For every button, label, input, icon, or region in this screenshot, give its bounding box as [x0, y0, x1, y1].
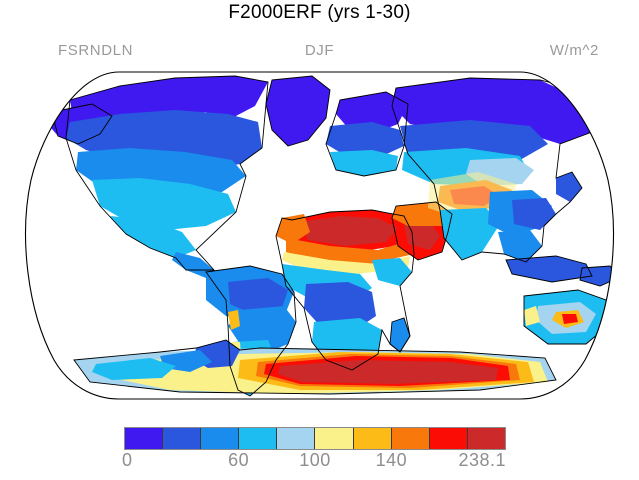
- region-central-america: [172, 252, 214, 278]
- region-southeast-asia: [498, 230, 542, 262]
- colorbar-swatch-9: [467, 428, 505, 449]
- colorbar-swatch-4: [277, 428, 316, 449]
- region-indonesia: [506, 256, 592, 282]
- colorbar-swatch-0: [125, 428, 164, 449]
- colorbar-swatch-7: [391, 428, 430, 449]
- region-japan: [556, 172, 582, 202]
- region-sahara-core: [300, 216, 398, 246]
- region-europe-west: [326, 122, 404, 158]
- region-sahel: [286, 238, 414, 264]
- region-scandinavia: [336, 92, 408, 134]
- region-antarctica-core: [278, 360, 498, 384]
- colorbar-tick-4: 238.1: [458, 450, 506, 470]
- world-map: [25, 71, 614, 400]
- map-data-layer: [46, 75, 614, 397]
- colorbar-bands: [124, 427, 506, 450]
- region-amazon: [228, 278, 288, 314]
- region-australia-desert-core: [562, 314, 578, 324]
- region-india: [440, 208, 500, 260]
- region-andes-altiplano: [228, 310, 240, 330]
- colorbar-swatch-2: [201, 428, 240, 449]
- region-europe-south: [330, 150, 398, 176]
- colorbar-tick-2: 100: [299, 450, 331, 470]
- units-label: W/m^2: [549, 42, 599, 59]
- region-weddell-ice: [92, 358, 176, 380]
- colorbar-swatch-8: [429, 428, 468, 449]
- colorbar-tick-1: 60: [228, 450, 250, 470]
- region-china-east: [512, 198, 556, 230]
- colorbar-swatch-5: [315, 428, 354, 449]
- region-horn-of-africa: [372, 258, 412, 286]
- colorbar-swatch-6: [353, 428, 392, 449]
- region-australia-west-edge: [524, 306, 540, 326]
- region-us-south: [92, 178, 236, 230]
- region-new-zealand: [612, 318, 614, 342]
- season-label: DJF: [304, 42, 335, 59]
- colorbar-tick-3: 140: [375, 450, 408, 470]
- colorbar-swatch-1: [163, 428, 202, 449]
- region-northwest-africa: [276, 214, 310, 244]
- map-plot-area: [0, 60, 639, 405]
- page-title: F2000ERF (yrs 1-30): [228, 2, 411, 23]
- region-mexico: [110, 216, 196, 258]
- colorbar-tick-0: 0: [122, 450, 133, 470]
- colorbar: [124, 427, 506, 450]
- region-greenland: [266, 76, 330, 146]
- variable-label: FSRNDLN: [58, 42, 134, 59]
- region-new-guinea: [580, 266, 614, 286]
- colorbar-swatch-3: [239, 428, 278, 449]
- map-frame: [25, 71, 614, 400]
- colorbar-tick-labels: 0 60 100 140 238.1: [0, 450, 639, 478]
